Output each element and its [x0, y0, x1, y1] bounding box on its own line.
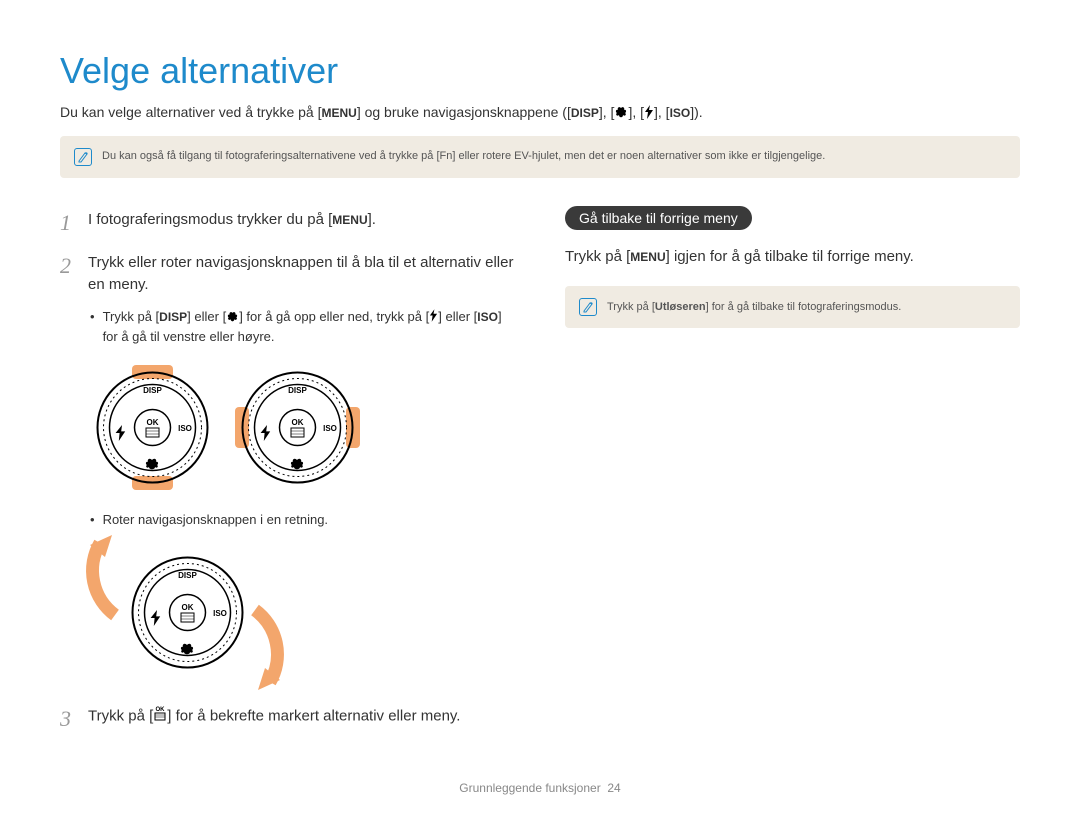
section-pill: Gå tilbake til forrige meny	[565, 206, 752, 230]
flower-icon	[614, 105, 628, 121]
step-3-num: 3	[60, 702, 78, 735]
flash-icon	[429, 308, 438, 328]
note-icon	[74, 148, 92, 166]
dial-rotate: DISP OK ISO	[70, 535, 300, 690]
svg-text:DISP: DISP	[178, 571, 197, 580]
svg-text:OK: OK	[147, 418, 159, 427]
note-2-text: Trykk på [Utløseren] for å gå tilbake ti…	[607, 300, 901, 315]
step-2-num: 2	[60, 249, 78, 297]
curved-arrow-right-icon	[240, 600, 300, 690]
info-note-2: Trykk på [Utløseren] for å gå tilbake ti…	[565, 286, 1020, 328]
flower-icon	[226, 308, 239, 328]
svg-text:DISP: DISP	[143, 386, 162, 395]
disp-label: DISP	[571, 106, 599, 120]
step-1: 1 I fotograferingsmodus trykker du på [M…	[60, 206, 515, 239]
svg-text:OK: OK	[292, 418, 304, 427]
svg-text:ISO: ISO	[323, 424, 337, 433]
menu-label: MENU	[321, 106, 356, 120]
svg-text:ISO: ISO	[213, 609, 227, 618]
bullet-1: Trykk på [DISP] eller [] for å gå opp el…	[90, 307, 515, 347]
step-2: 2 Trykk eller roter navigasjonsknappen t…	[60, 249, 515, 297]
intro-text: Du kan velge alternativer ved å trykke p…	[60, 104, 1020, 122]
dial-illustrations: DISP OK ISO DISP	[90, 365, 515, 490]
step-1-num: 1	[60, 206, 78, 239]
page-title: Velge alternativer	[60, 50, 1020, 92]
left-column: 1 I fotograferingsmodus trykker du på [M…	[60, 206, 515, 745]
svg-text:DISP: DISP	[288, 386, 307, 395]
note-icon	[579, 298, 597, 316]
svg-text:OK: OK	[156, 707, 166, 713]
iso-label: ISO	[670, 106, 691, 120]
note-1-text: Du kan også få tilgang til fotografering…	[102, 149, 825, 164]
ok-icon: OK	[153, 705, 167, 729]
bullet-2: Roter navigasjonsknappen i en retning.	[90, 510, 515, 530]
svg-text:OK: OK	[182, 603, 194, 612]
right-paragraph: Trykk på [MENU] igjen for å gå tilbake t…	[565, 246, 1020, 269]
step-3: 3 Trykk på [OK] for å bekrefte markert a…	[60, 702, 515, 735]
svg-text:ISO: ISO	[178, 424, 192, 433]
flash-icon	[644, 105, 654, 122]
right-column: Gå tilbake til forrige meny Trykk på [ME…	[565, 206, 1020, 745]
curved-arrow-left-icon	[70, 535, 130, 625]
dial-horizontal: DISP OK ISO	[235, 365, 360, 490]
dial-vertical: DISP OK ISO	[90, 365, 215, 490]
page-footer: Grunnleggende funksjoner 24	[0, 781, 1080, 795]
info-note-1: Du kan også få tilgang til fotografering…	[60, 136, 1020, 178]
